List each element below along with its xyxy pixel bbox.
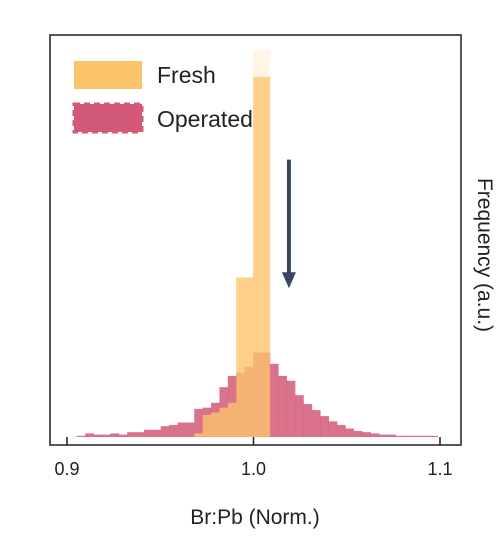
legend-label-fresh: Fresh [157,62,216,88]
operated-bar-0 [76,435,86,437]
operated-bar-7 [135,432,145,437]
operated-bar-31 [336,424,346,437]
fresh-bar-3 [219,407,229,437]
fresh-bar-2 [211,412,220,437]
fresh-bar-7 [253,76,262,437]
operated-bar-38 [395,435,405,437]
operated-bar-39 [404,435,413,437]
operated-bar-33 [353,430,363,437]
operated-bar-26 [295,395,304,437]
operated-bar-4 [110,433,120,437]
operated-bar-29 [320,416,329,437]
fresh-bar-5 [236,277,246,437]
operated-bar-41 [420,435,430,437]
operated-bar-32 [345,428,355,437]
operated-bar-5 [118,434,128,437]
operated-bar-13 [185,422,195,437]
operated-bar-2 [93,434,103,437]
operated-bar-35 [370,433,380,437]
operated-bar-1 [85,433,94,437]
operated-bar-27 [303,404,313,437]
operated-bar-6 [127,432,136,437]
legend: Fresh Operated [72,61,253,134]
operated-bar-11 [169,424,178,437]
fresh-bars [194,76,271,437]
operated-bar-40 [412,435,422,437]
operated-bar-37 [387,434,397,437]
fresh-bar-0 [194,433,204,437]
operated-bar-23 [269,363,279,437]
fresh-bar-8 [261,76,271,437]
operated-bar-36 [378,434,388,437]
fresh-clipped-overflow [253,50,271,77]
x-tick-label-2: 1.1 [427,459,452,479]
legend-label-operated: Operated [157,106,253,132]
operated-bar-12 [177,422,187,437]
legend-swatch-operated [72,102,144,134]
operated-bar-34 [362,432,371,437]
operated-bar-25 [286,380,296,437]
plot-frame [49,34,462,446]
fresh-bar-4 [227,402,237,437]
operated-bar-42 [429,435,439,437]
operated-bar-8 [143,429,153,437]
x-axis-label: Br:Pb (Norm.) [190,506,320,529]
fresh-overflow-0 [253,50,262,77]
operated-bar-10 [160,426,170,437]
operated-bar-3 [101,434,111,437]
arrow-head [281,272,296,289]
operated-bar-9 [152,429,162,437]
operated-bar-14 [194,408,204,437]
operated-bar-30 [328,421,338,437]
annotations [281,159,296,289]
legend-swatch-fresh [74,61,142,89]
x-ticks: 0.9 1.0 1.1 [54,437,453,479]
fresh-bar-1 [202,414,212,437]
x-tick-label-1: 1.0 [241,459,266,479]
fresh-bar-6 [244,277,254,437]
y-axis-label: Frequency (a.u.) [473,178,496,332]
operated-bar-28 [311,410,321,437]
operated-bar-24 [278,375,287,437]
x-tick-label-0: 0.9 [54,459,79,479]
fresh-overflow-1 [261,50,271,77]
